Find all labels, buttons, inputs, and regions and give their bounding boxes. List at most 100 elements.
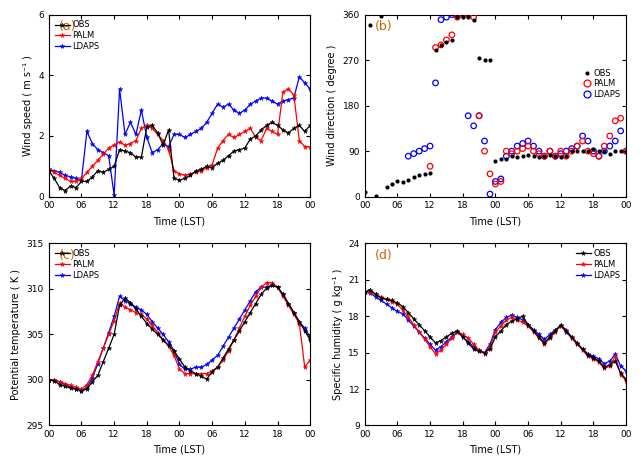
LDAPS: [224, 335, 232, 340]
LDAPS: [399, 311, 407, 316]
OBS: [295, 123, 303, 128]
OBS: [72, 185, 80, 190]
PALM: [89, 373, 96, 378]
LDAPS: [595, 356, 602, 362]
OBS: [257, 292, 265, 297]
LDAPS: [203, 119, 210, 125]
LDAPS: [94, 361, 102, 366]
OBS: [127, 150, 134, 156]
LDAPS: [579, 346, 586, 352]
Line: OBS: OBS: [46, 120, 312, 193]
LDAPS: [263, 95, 271, 101]
PALM: [170, 168, 178, 174]
OBS: [121, 295, 129, 301]
LDAPS: [176, 362, 183, 367]
LDAPS: [208, 110, 216, 116]
OBS: [388, 298, 396, 303]
Point: [474, 112, 484, 119]
Point: [545, 147, 555, 155]
PALM: [181, 172, 189, 178]
Point: [485, 191, 495, 198]
LDAPS: [149, 319, 156, 324]
OBS: [377, 295, 385, 301]
Point: [534, 150, 544, 158]
OBS: [45, 377, 53, 383]
Point: [523, 151, 533, 159]
Point: [490, 178, 500, 185]
LDAPS: [574, 342, 581, 347]
OBS: [595, 358, 602, 364]
OBS: [394, 300, 401, 306]
Point: [365, 21, 376, 28]
PALM: [89, 164, 96, 169]
LDAPS: [481, 350, 489, 356]
Point: [458, 11, 468, 18]
LDAPS: [50, 377, 58, 383]
Point: [621, 147, 631, 155]
PALM: [285, 302, 293, 308]
PALM: [257, 138, 265, 144]
PALM: [56, 172, 64, 178]
PALM: [388, 299, 396, 304]
Point: [599, 142, 610, 150]
Point: [480, 147, 490, 155]
PALM: [546, 336, 554, 341]
Point: [376, 12, 386, 20]
OBS: [116, 302, 123, 308]
OBS: [127, 300, 134, 305]
LDAPS: [519, 317, 527, 322]
PALM: [50, 170, 58, 175]
LDAPS: [224, 101, 232, 107]
OBS: [149, 123, 156, 128]
LDAPS: [110, 314, 118, 319]
OBS: [208, 369, 216, 375]
LDAPS: [372, 294, 379, 300]
Text: (d): (d): [375, 249, 393, 262]
Point: [545, 151, 555, 159]
OBS: [497, 328, 505, 334]
Point: [430, 46, 440, 54]
Point: [436, 16, 446, 23]
OBS: [61, 384, 69, 389]
PALM: [622, 378, 630, 384]
OBS: [421, 328, 428, 334]
Point: [588, 147, 599, 155]
PALM: [213, 364, 221, 370]
Point: [474, 54, 484, 62]
OBS: [78, 178, 86, 184]
OBS: [165, 343, 172, 348]
PALM: [274, 132, 282, 137]
PALM: [301, 364, 309, 370]
Point: [593, 152, 604, 160]
OBS: [83, 386, 91, 392]
PALM: [67, 383, 75, 388]
Point: [436, 41, 446, 48]
OBS: [524, 322, 532, 328]
LDAPS: [89, 375, 96, 381]
LDAPS: [279, 98, 287, 104]
OBS: [219, 356, 227, 361]
LDAPS: [45, 377, 53, 383]
PALM: [541, 342, 548, 347]
OBS: [285, 130, 293, 136]
LDAPS: [121, 298, 129, 303]
LDAPS: [186, 366, 194, 372]
Point: [615, 147, 626, 155]
LDAPS: [61, 382, 69, 387]
OBS: [116, 147, 123, 152]
Point: [414, 171, 424, 179]
LDAPS: [268, 282, 276, 288]
Point: [501, 155, 511, 163]
PALM: [192, 371, 200, 377]
LDAPS: [50, 168, 58, 174]
Point: [599, 147, 610, 155]
Point: [604, 132, 615, 140]
OBS: [83, 178, 91, 184]
Legend: OBS, PALM, LDAPS: OBS, PALM, LDAPS: [574, 247, 622, 281]
Point: [408, 174, 419, 181]
OBS: [89, 174, 96, 180]
LDAPS: [219, 104, 227, 110]
OBS: [513, 316, 521, 322]
Point: [370, 192, 381, 199]
Point: [566, 147, 577, 155]
